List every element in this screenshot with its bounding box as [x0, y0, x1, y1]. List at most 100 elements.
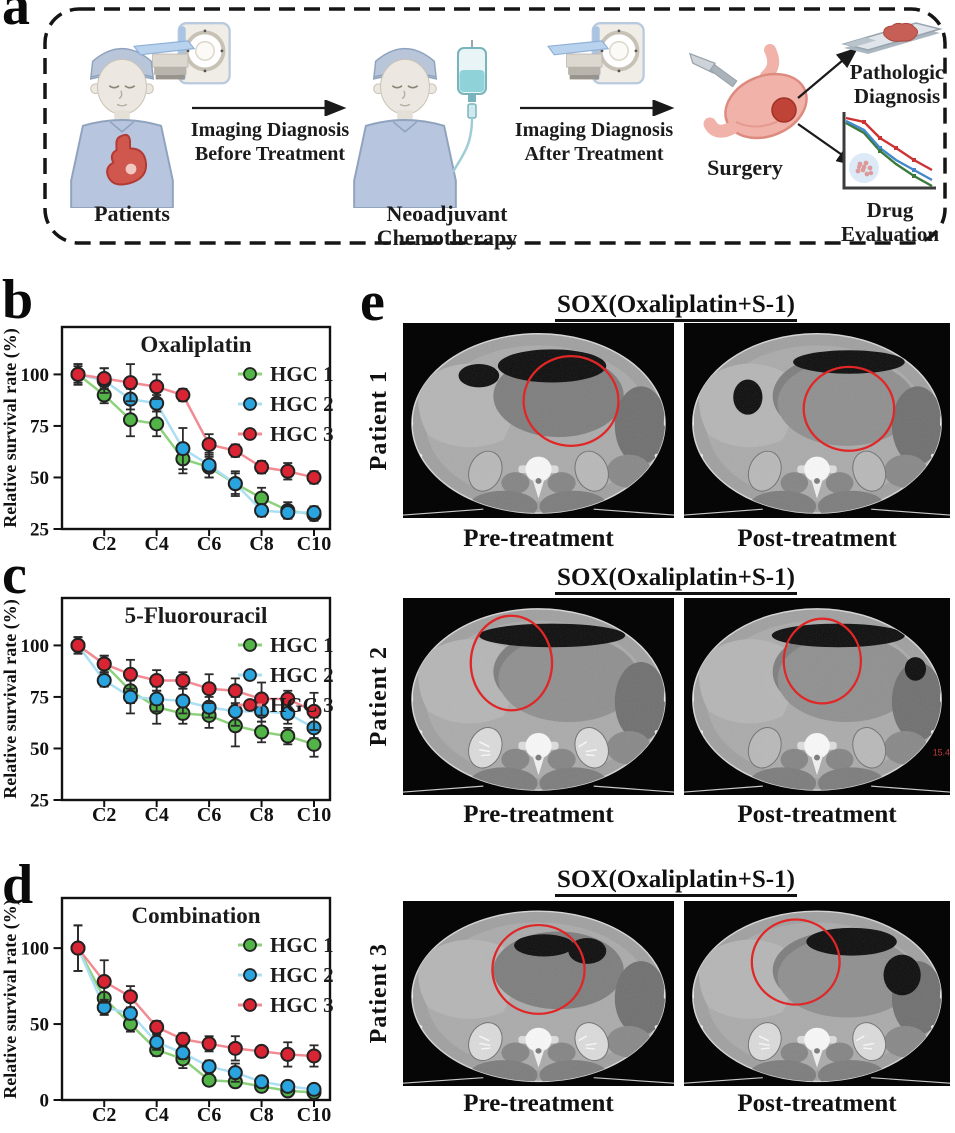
caption-patient1-post: Post-treatment: [737, 525, 897, 552]
x-tick-label: C10: [297, 1104, 331, 1126]
series-line: [76, 947, 315, 1091]
data-point: [254, 1043, 270, 1059]
data-point: [149, 416, 165, 432]
x-tick-label: C8: [249, 533, 273, 555]
scanner-table-line: [684, 508, 950, 516]
x-tick-label: C8: [249, 1104, 273, 1126]
arrow-up-right-icon: [795, 42, 865, 102]
iv-bag-icon: [450, 38, 494, 178]
data-point: [306, 505, 322, 521]
data-point: [306, 469, 322, 485]
data-point: [254, 490, 270, 506]
chart-title: 5-Fluorouracil: [125, 603, 268, 628]
legend-label: HGC 1: [270, 933, 334, 957]
sox-title-row1: SOX(Oxaliplatin+S-1): [476, 291, 876, 322]
data-point: [122, 689, 138, 705]
imaging-before-label: Imaging Diagnosis Before Treatment: [190, 119, 350, 165]
arrow-right-icon: [190, 100, 354, 116]
data-point: [96, 672, 112, 688]
x-tick-label: C2: [92, 533, 116, 555]
ct-overlay-text: 15.4: [933, 748, 950, 758]
scanner-table-line: [403, 508, 674, 516]
data-point: [280, 1046, 296, 1062]
surgery-stomach-icon: [680, 40, 830, 162]
y-tick-label: 75: [30, 416, 49, 437]
legend-item: HGC 3: [238, 422, 334, 446]
chemo-label: Neoadjuvant Chemotherapy: [376, 201, 518, 250]
caption-patient1-pre: Pre-treatment: [463, 525, 614, 552]
ct-scan-patient3-pre: [403, 901, 674, 1086]
x-tick-label: C8: [249, 804, 273, 826]
series-line: [77, 947, 315, 1058]
ct-scan-patient3-post: [684, 901, 950, 1086]
data-point: [122, 666, 138, 682]
legend-item: HGC 2: [238, 663, 334, 687]
series-line: [77, 644, 315, 713]
y-axis-label: Relative survival rate (%): [0, 328, 21, 527]
data-point: [306, 1081, 322, 1097]
patient-2-label: Patient 2: [365, 646, 392, 747]
data-point: [280, 463, 296, 479]
data-point: [149, 691, 165, 707]
series-line: [77, 373, 315, 479]
patient-figure-icon: [62, 32, 182, 208]
tumor-annotation-circle: [491, 923, 586, 1015]
surgery-label: Surgery: [707, 155, 783, 180]
ct-scan-patient2-post: 15.4: [684, 598, 950, 795]
y-tick-label: 0: [40, 1091, 50, 1112]
data-point: [280, 728, 296, 744]
chart-oxaliplatin: 25 50 75 100 C2 C4 C6 C8 C10 Relative survival ra…: [0, 282, 360, 562]
data-point: [149, 1019, 165, 1035]
y-tick-label: 75: [30, 687, 49, 708]
data-point: [175, 441, 191, 457]
legend-label: HGC 2: [270, 392, 334, 416]
chart-5-fluorouracil: 25 50 75 100 C2 C4 C6 C8 C10 Relative survival ra…: [0, 553, 360, 833]
ct-scanner-icon: [545, 14, 649, 94]
x-tick-label: C10: [297, 804, 331, 826]
legend-label: HGC 1: [270, 362, 334, 386]
data-point: [149, 1034, 165, 1050]
data-point: [122, 412, 138, 428]
chart-title: Oxaliplatin: [140, 332, 251, 357]
chemo-patient-figure-icon: [345, 32, 465, 208]
sox-title-row3: SOX(Oxaliplatin+S-1): [476, 866, 876, 897]
scalpel-icon: [688, 52, 738, 88]
scanner-table-line: [684, 1077, 950, 1084]
legend-item: HGC 3: [238, 693, 334, 717]
patients-label: Patients: [94, 201, 170, 226]
x-tick-label: C6: [197, 1104, 221, 1126]
data-point: [227, 683, 243, 699]
data-point: [96, 371, 112, 387]
data-point: [122, 989, 138, 1005]
data-point: [280, 505, 296, 521]
panel-a-letter: a: [2, 0, 30, 37]
ct-scan-patient1-post: [684, 323, 950, 518]
data-point: [227, 476, 243, 492]
chart-title: Combination: [131, 903, 260, 928]
data-point: [306, 736, 322, 752]
tumor-annotation-circle: [469, 614, 554, 712]
legend-item: HGC 3: [238, 993, 334, 1017]
series-line: [77, 373, 315, 516]
data-point: [201, 457, 217, 473]
legend-item: HGC 1: [238, 362, 334, 386]
sox-title-row2: SOX(Oxaliplatin+S-1): [476, 564, 876, 595]
data-point: [122, 375, 138, 391]
x-tick-label: C4: [144, 533, 168, 555]
legend-label: HGC 1: [270, 633, 334, 657]
ct-scanner-icon: [131, 14, 235, 94]
data-point: [201, 436, 217, 452]
tumor-annotation-circle: [522, 355, 620, 447]
x-tick-label: C2: [92, 1104, 116, 1126]
pathology-slide-icon: [836, 16, 948, 58]
caption-patient2-pre: Pre-treatment: [463, 801, 614, 828]
data-point: [175, 672, 191, 688]
ct-scan-patient2-pre: [403, 598, 674, 795]
y-tick-label: 50: [30, 1015, 49, 1036]
data-point: [306, 1048, 322, 1064]
data-point: [149, 379, 165, 395]
data-point: [70, 637, 86, 653]
y-axis-label: Relative survival rate (%): [0, 599, 21, 798]
y-tick-label: 100: [21, 365, 50, 386]
